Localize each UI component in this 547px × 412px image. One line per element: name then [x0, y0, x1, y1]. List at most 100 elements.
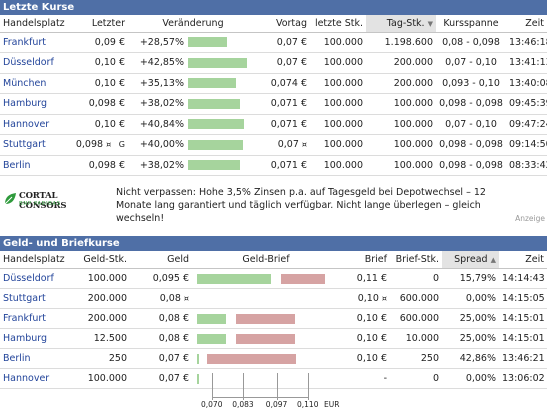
cell-ask-qty: 600.000: [390, 308, 442, 329]
place-link[interactable]: Frankfurt: [3, 36, 47, 48]
cell-place: Hamburg: [0, 93, 72, 115]
advertisement-text[interactable]: Nicht verpassen: Hohe 3,5% Zinsen p.a. a…: [116, 187, 486, 224]
cell-ask: 0,10 €: [340, 308, 390, 329]
column-header-letzter[interactable]: Letzter: [72, 15, 128, 33]
cell-spread: 25,00%: [442, 328, 499, 349]
column-header-veraenderung[interactable]: Veränderung: [128, 15, 258, 33]
place-link[interactable]: Stuttgart: [3, 292, 46, 304]
place-link[interactable]: Hamburg: [3, 98, 48, 110]
cell-bid-qty: 250: [72, 348, 130, 369]
cell-range: 0,07 - 0,10: [436, 114, 506, 135]
ask-price: 0,11 €: [356, 272, 387, 284]
column-header-kursspanne[interactable]: Kursspanne: [436, 15, 506, 33]
column-header-handelsplatz[interactable]: Handelsplatz: [0, 15, 72, 33]
column-header-handelsplatz[interactable]: Handelsplatz: [0, 251, 72, 269]
previous-price: 0,07 €: [276, 57, 307, 69]
advertisement-banner[interactable]: CORTAL CONSORS BNP PARIBAS Nicht verpass…: [0, 180, 547, 224]
place-link[interactable]: München: [3, 77, 47, 89]
cell-bid: 0,08 €: [130, 328, 192, 349]
ask-price: -: [383, 372, 387, 384]
column-header-geld[interactable]: Geld: [130, 251, 192, 269]
cell-ask-qty: 0: [390, 268, 442, 289]
cell-bid-qty: 200.000: [72, 288, 130, 309]
logo-text-main: CORTAL CONSORS: [19, 191, 67, 211]
scale-tick: [308, 373, 309, 400]
cell-day-qty: 100.000: [366, 155, 436, 176]
cell-bid-qty: 100.000: [72, 368, 130, 389]
cell-range: 0,098 - 0,098: [436, 93, 506, 115]
cortal-consors-logo[interactable]: CORTAL CONSORS BNP PARIBAS: [3, 190, 98, 216]
column-header-tag-stk[interactable]: Tag-Stk. ▼: [366, 15, 436, 33]
cell-place: Frankfurt: [0, 308, 72, 329]
cell-spread: 15,79%: [442, 268, 499, 289]
sort-ascending-icon: ▲: [490, 255, 496, 264]
cell-bid-qty: 200.000: [72, 308, 130, 329]
cell-bid: 0,08 ¤: [130, 288, 192, 309]
bid-bar: [197, 313, 226, 324]
place-link[interactable]: Düsseldorf: [3, 272, 54, 284]
cell-place: Düsseldorf: [0, 52, 72, 74]
cell-place: Stuttgart: [0, 288, 72, 309]
table-row: München 0,10 € +35,13% 0,074 €100.000 200.00…: [0, 73, 547, 94]
bid-bar: [197, 353, 199, 364]
place-link[interactable]: Hamburg: [3, 332, 48, 344]
table-row: Düsseldorf 100.000 0,095 € 0,11 €0 15,79% 14:…: [0, 268, 547, 289]
column-header-brief[interactable]: Brief: [340, 251, 390, 269]
cell-time: 14:15:05: [499, 288, 547, 309]
cell-place: Berlin: [0, 155, 72, 176]
change-percent: +42,85%: [139, 57, 184, 69]
place-link[interactable]: Düsseldorf: [3, 57, 54, 69]
table-header-row: Handelsplatz Letzter Veränderung Vortag …: [0, 15, 547, 33]
cell-spread: 0,00%: [442, 368, 499, 389]
column-header-geld-stk[interactable]: Geld-Stk.: [72, 251, 130, 269]
cell-bid-ask-bars: [192, 328, 340, 349]
column-header-vortag[interactable]: Vortag: [258, 15, 310, 33]
cell-bid: 0,08 €: [130, 308, 192, 329]
cell-ask-qty: 0: [390, 368, 442, 389]
column-header-geld-brief[interactable]: Geld-Brief: [192, 251, 340, 269]
change-percent: +35,13%: [139, 77, 184, 89]
place-link[interactable]: Stuttgart: [3, 139, 46, 151]
scale-unit-label: EUR: [324, 400, 340, 409]
cell-place: Stuttgart: [0, 134, 72, 156]
cell-time: 14:14:43: [499, 268, 547, 289]
last-price: 0,10 €: [94, 77, 125, 89]
cell-last: 0,098 €: [72, 155, 128, 176]
cell-day-qty: 1.198.600: [366, 32, 436, 53]
ask-bar: [207, 353, 296, 364]
column-header-letzte-stk[interactable]: letzte Stk.: [310, 15, 366, 33]
cell-prev: 0,071 €: [258, 114, 310, 135]
cell-ask-qty: 250: [390, 348, 442, 369]
place-link[interactable]: Hannover: [3, 372, 50, 384]
cell-last-qty: 100.000: [310, 114, 366, 135]
cell-prev: 0,071 €: [258, 93, 310, 115]
place-link[interactable]: Berlin: [3, 352, 31, 364]
cell-prev: 0,07 ¤: [258, 134, 310, 156]
ask-bar: [236, 313, 295, 324]
table-header-row: Handelsplatz Geld-Stk. Geld Geld-Brief B…: [0, 251, 547, 269]
previous-price: 0,074 €: [270, 77, 307, 89]
previous-price: 0,071 €: [270, 98, 307, 110]
column-header-spread[interactable]: Spread ▲: [442, 251, 499, 269]
cell-bid-ask-bars: [192, 348, 340, 369]
column-header-zeit[interactable]: Zeit: [506, 15, 547, 33]
cell-last-qty: 100.000: [310, 93, 366, 115]
cell-day-qty: 200.000: [366, 52, 436, 74]
column-header-brief-stk[interactable]: Brief-Stk.: [390, 251, 442, 269]
column-header-spread-label: Spread: [454, 253, 488, 265]
place-link[interactable]: Berlin: [3, 159, 31, 171]
last-price: 0,098 €: [88, 98, 125, 110]
cell-place: Düsseldorf: [0, 268, 72, 289]
place-link[interactable]: Hannover: [3, 118, 50, 130]
last-prices-table: Handelsplatz Letzter Veränderung Vortag …: [0, 15, 547, 176]
section-title-letzte-kurse: Letzte Kurse: [0, 0, 547, 15]
cell-ask: -: [340, 368, 390, 389]
change-bar: [188, 57, 247, 68]
cell-time: 14:15:01: [499, 328, 547, 349]
logo-text-sub: BNP PARIBAS: [19, 201, 61, 207]
column-header-zeit[interactable]: Zeit: [499, 251, 547, 269]
bid-price: 0,07 €: [158, 372, 189, 384]
cell-bid: 0,095 €: [130, 268, 192, 289]
previous-price: 0,071 €: [270, 118, 307, 130]
place-link[interactable]: Frankfurt: [3, 312, 47, 324]
